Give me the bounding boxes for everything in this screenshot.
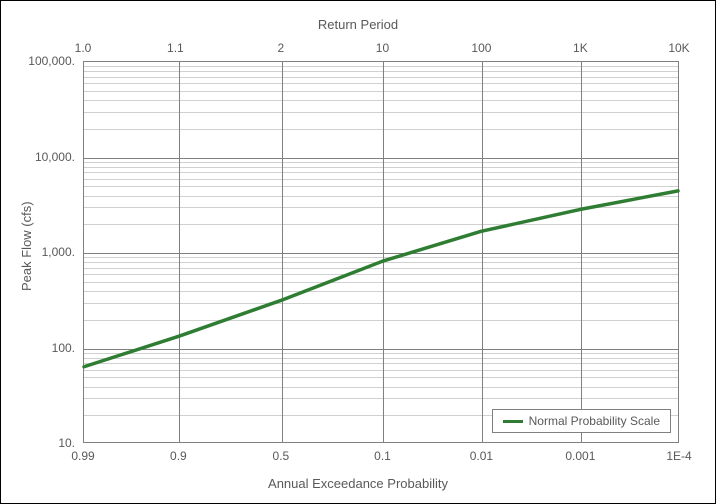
top-tick-label: 2: [278, 41, 285, 55]
plot-area: [83, 61, 679, 443]
bottom-tick-label: 0.001: [565, 449, 595, 463]
flood-frequency-chart: Return Period Peak Flow (cfs) Annual Exc…: [0, 0, 716, 504]
legend-swatch: [503, 420, 523, 423]
bottom-tick-label: 0.9: [170, 449, 187, 463]
top-axis-title: Return Period: [318, 17, 398, 32]
top-tick-label: 1.1: [167, 41, 184, 55]
y-tick-label: 10,000.: [35, 150, 75, 164]
top-tick-label: 1K: [573, 41, 588, 55]
bottom-tick-label: 1E-4: [666, 449, 691, 463]
top-tick-label: 100: [471, 41, 491, 55]
bottom-tick-label: 0.1: [374, 449, 391, 463]
legend: Normal Probability Scale: [492, 409, 671, 433]
top-tick-label: 10K: [668, 41, 689, 55]
y-tick-label: 10.: [58, 436, 75, 450]
y-tick-label: 100,000.: [28, 54, 75, 68]
bottom-axis-title: Annual Exceedance Probability: [268, 476, 448, 491]
y-axis-title: Peak Flow (cfs): [19, 201, 34, 291]
legend-label: Normal Probability Scale: [529, 414, 660, 428]
bottom-tick-label: 0.5: [273, 449, 290, 463]
y-tick-label: 1,000.: [42, 245, 75, 259]
bottom-tick-label: 0.01: [470, 449, 493, 463]
top-tick-label: 1.0: [75, 41, 92, 55]
series-line: [84, 62, 678, 442]
y-tick-label: 100.: [52, 341, 75, 355]
bottom-tick-label: 0.99: [71, 449, 94, 463]
top-tick-label: 10: [376, 41, 389, 55]
